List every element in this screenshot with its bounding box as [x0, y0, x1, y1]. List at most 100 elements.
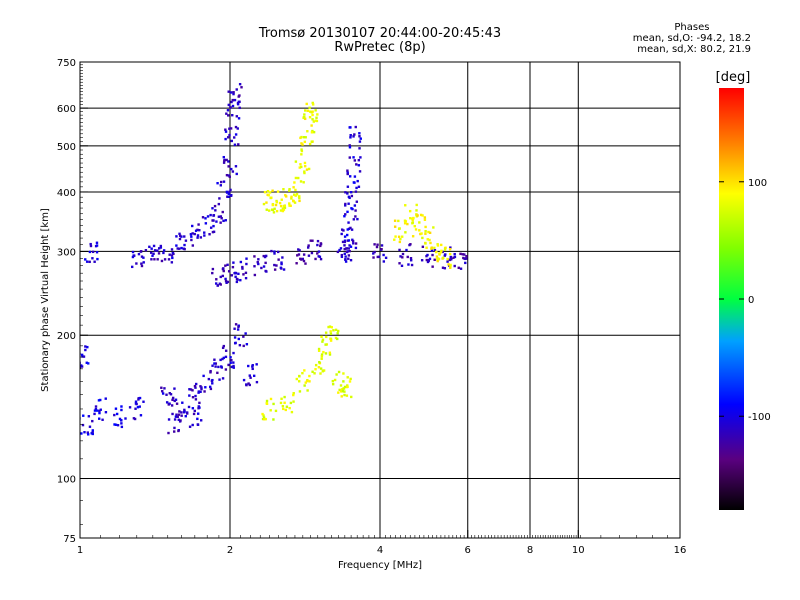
- data-point: [215, 278, 218, 281]
- data-point: [358, 135, 361, 138]
- data-point: [448, 258, 451, 262]
- data-point: [88, 425, 92, 428]
- data-point: [180, 246, 183, 250]
- data-point: [280, 261, 283, 264]
- data-point: [163, 387, 166, 390]
- data-point: [221, 210, 224, 214]
- data-point: [465, 257, 468, 260]
- data-point: [404, 204, 407, 207]
- data-point: [222, 180, 226, 183]
- data-point: [448, 248, 452, 251]
- data-point: [214, 365, 217, 368]
- data-point: [226, 136, 230, 139]
- data-point: [197, 407, 200, 410]
- data-point: [357, 185, 361, 188]
- data-point: [424, 232, 427, 235]
- data-point: [373, 250, 376, 254]
- data-point: [418, 221, 421, 224]
- x-tick-label: 1: [77, 545, 83, 556]
- data-point: [142, 261, 145, 264]
- data-point: [218, 378, 221, 381]
- data-point: [84, 258, 87, 261]
- data-point: [425, 258, 429, 262]
- data-point: [349, 377, 352, 381]
- data-point: [196, 423, 200, 426]
- data-point: [171, 412, 174, 416]
- data-point: [382, 253, 385, 257]
- data-point: [311, 103, 315, 106]
- data-point: [142, 256, 145, 259]
- data-point: [230, 91, 233, 94]
- data-point: [187, 405, 191, 409]
- data-point: [211, 364, 214, 367]
- data-point: [344, 191, 347, 194]
- axes: 1 2 4 6 8 10 16 75 100 200 300 400 500 600 750 Frequenc…: [40, 58, 686, 571]
- phase-info-heading: Phases: [674, 22, 710, 33]
- data-point: [262, 265, 266, 268]
- data-point: [324, 331, 328, 334]
- data-point: [393, 238, 396, 241]
- data-point: [284, 408, 287, 412]
- data-point: [303, 113, 306, 116]
- data-point: [343, 235, 347, 238]
- data-point: [140, 264, 144, 268]
- data-point: [343, 252, 346, 255]
- data-point: [93, 260, 96, 263]
- data-point: [350, 395, 353, 399]
- data-point: [219, 275, 222, 279]
- data-point: [212, 219, 215, 222]
- data-point: [209, 387, 213, 391]
- data-point: [297, 195, 301, 198]
- data-point: [225, 281, 228, 284]
- x-tick-label: 16: [674, 545, 687, 556]
- data-point: [327, 325, 330, 329]
- data-point: [168, 402, 171, 405]
- data-point: [199, 419, 203, 422]
- data-point: [352, 242, 355, 245]
- data-point: [244, 276, 248, 280]
- data-point: [340, 232, 343, 236]
- data-point: [312, 120, 316, 123]
- data-point: [277, 258, 280, 261]
- data-point: [324, 343, 327, 346]
- data-point: [354, 215, 357, 218]
- data-point: [168, 253, 171, 256]
- data-point: [283, 401, 286, 404]
- chart-title: Tromsø 20130107 20:44:00-20:45:43: [258, 26, 502, 41]
- data-point: [140, 262, 143, 265]
- data-point: [204, 386, 207, 389]
- data-point: [314, 109, 317, 112]
- data-point: [298, 166, 301, 169]
- data-point: [233, 336, 237, 339]
- data-point: [329, 332, 333, 335]
- data-point: [407, 263, 410, 266]
- data-point: [341, 240, 345, 244]
- data-point: [303, 115, 306, 119]
- data-point: [424, 229, 427, 233]
- y-axis-label: Stationary phase Virtual Height [km]: [40, 208, 51, 392]
- data-point: [348, 244, 351, 247]
- data-point: [357, 158, 361, 162]
- data-point: [165, 393, 168, 396]
- data-point: [226, 263, 229, 267]
- data-point: [321, 340, 324, 343]
- data-point: [178, 410, 181, 413]
- data-point: [133, 254, 136, 257]
- data-point: [196, 228, 199, 232]
- data-point: [426, 238, 429, 241]
- data-point: [430, 249, 434, 252]
- data-point: [273, 268, 277, 271]
- data-point: [120, 405, 123, 408]
- data-point: [216, 371, 219, 375]
- data-point: [236, 102, 240, 106]
- data-point: [226, 280, 230, 284]
- data-point: [236, 127, 239, 130]
- data-point: [295, 262, 298, 265]
- data-point: [449, 246, 452, 249]
- data-point: [227, 195, 230, 199]
- data-point: [196, 234, 200, 237]
- data-point: [339, 384, 343, 387]
- data-point: [344, 258, 347, 261]
- data-point: [248, 374, 251, 377]
- data-point: [315, 116, 318, 119]
